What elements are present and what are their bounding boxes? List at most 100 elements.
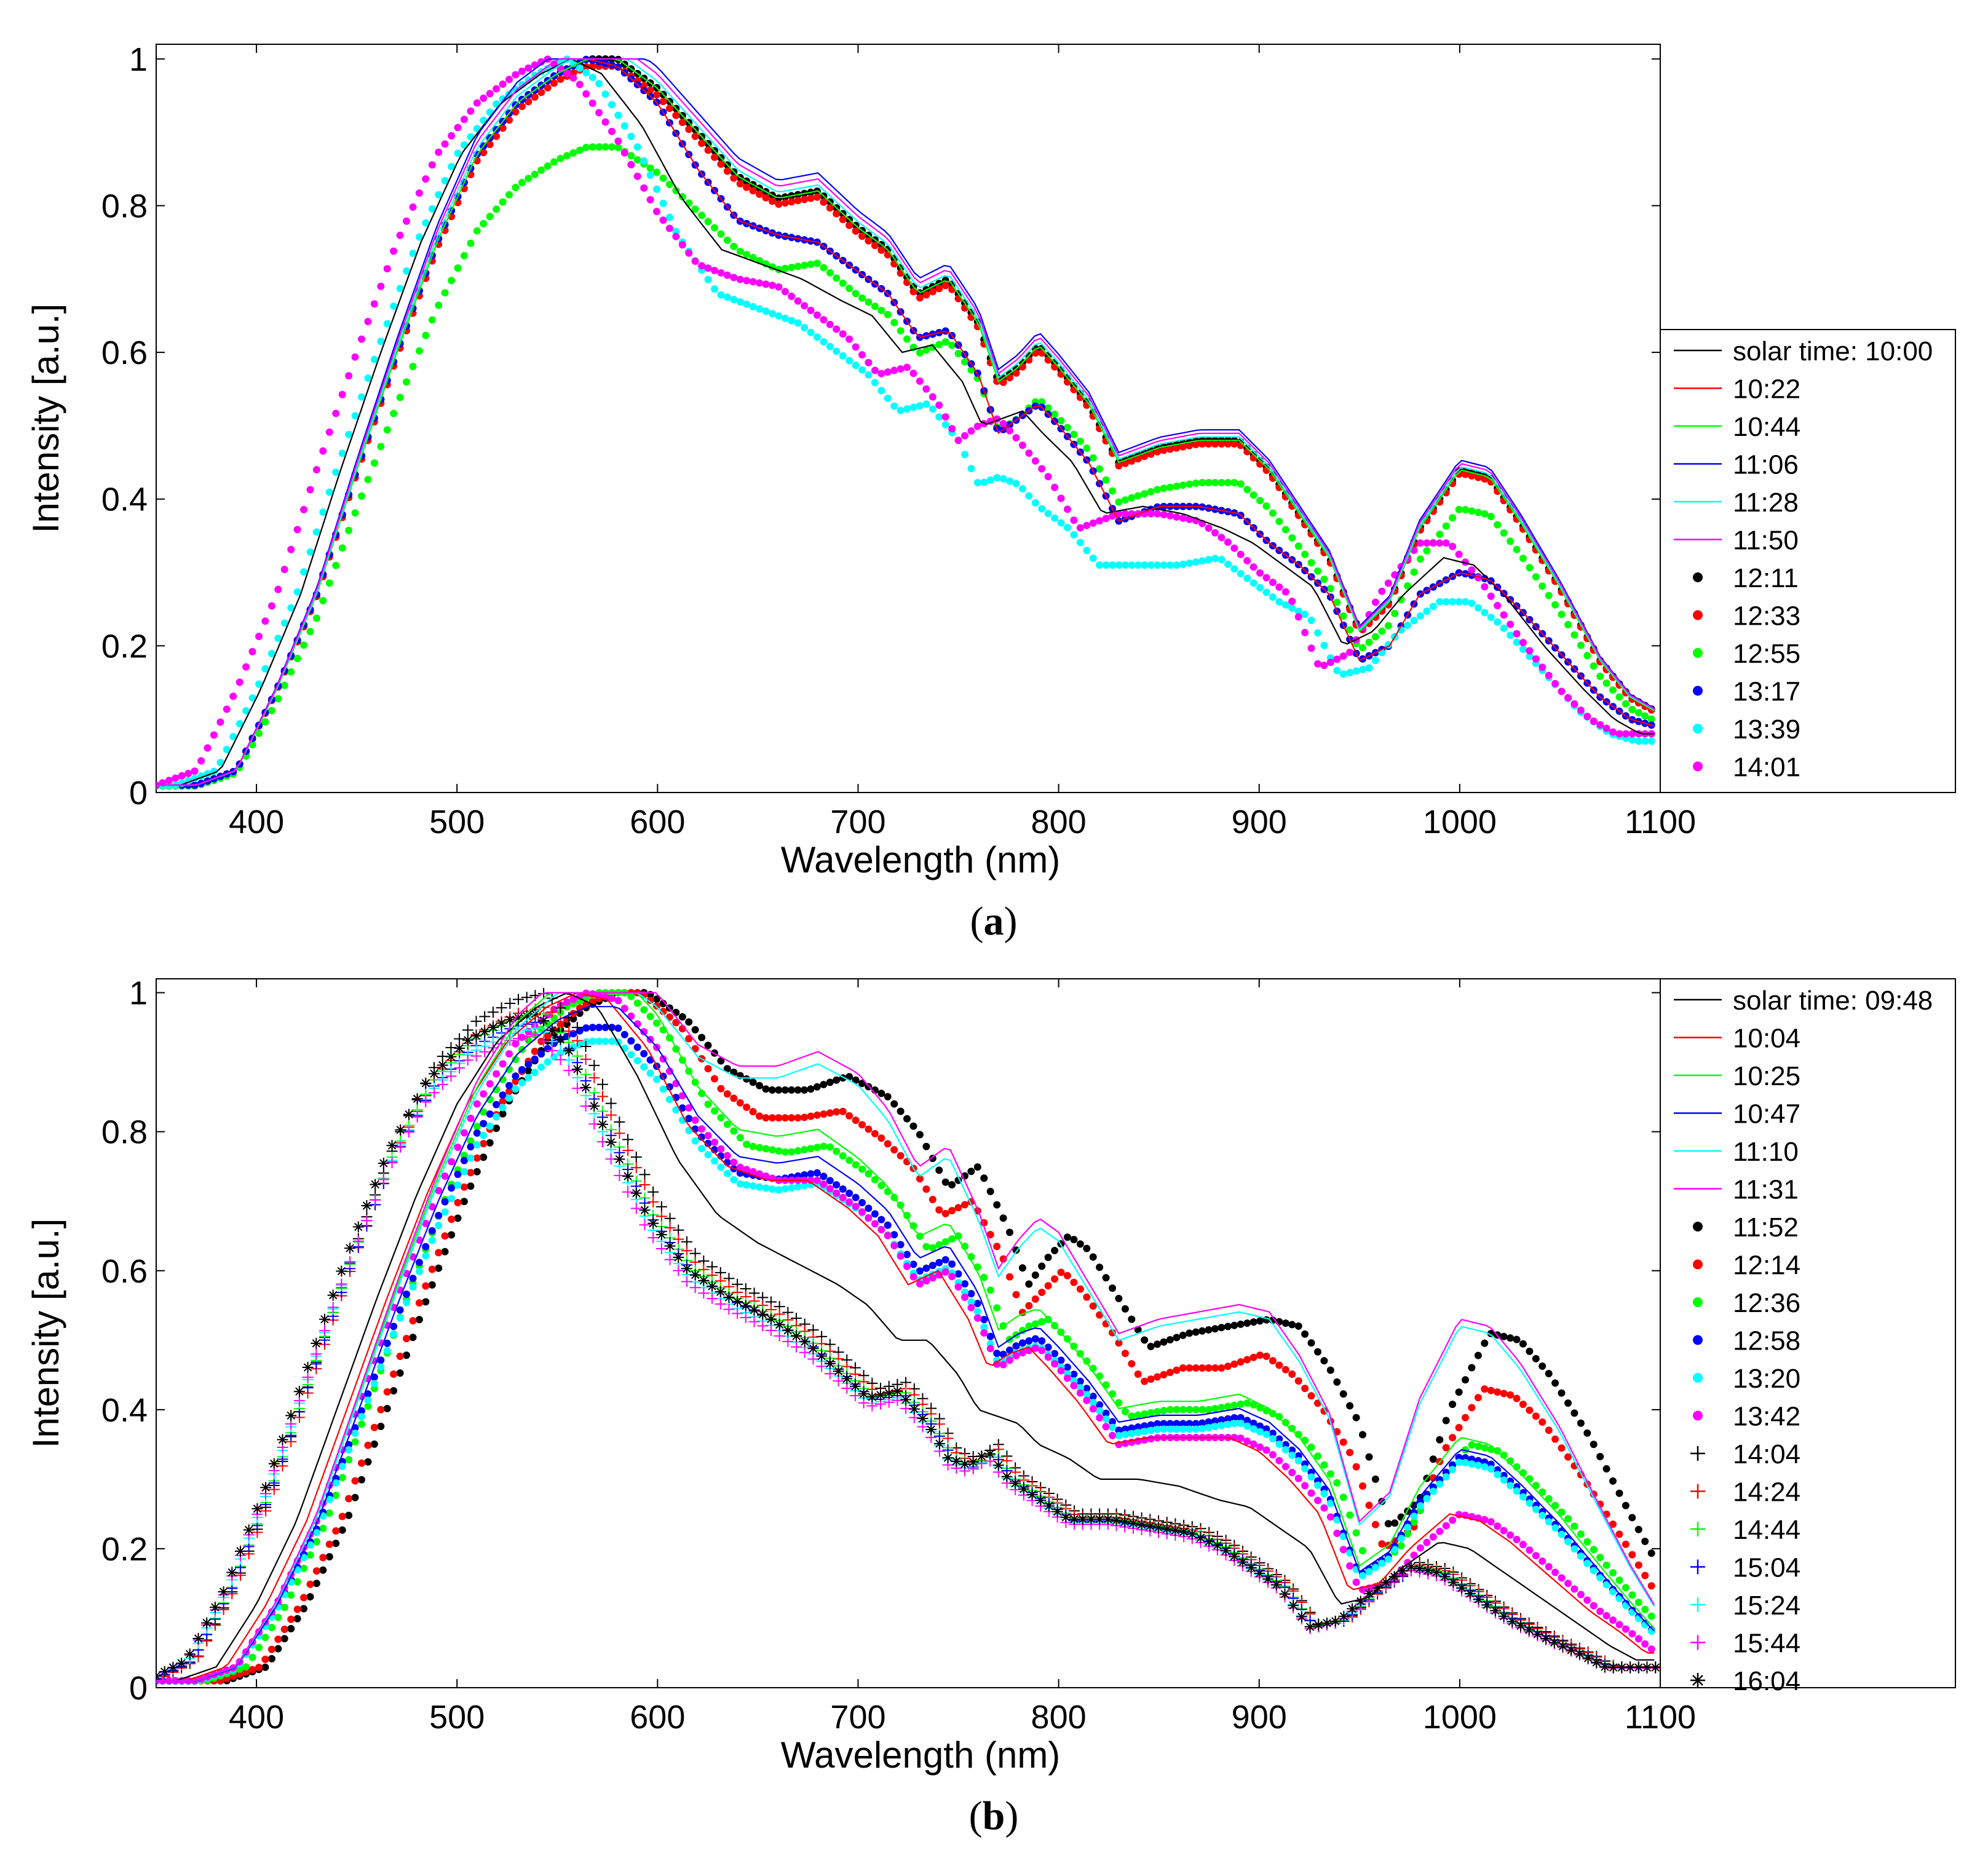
data-point	[378, 1157, 389, 1169]
data-point	[358, 393, 365, 401]
data-point	[948, 1181, 956, 1188]
data-point	[280, 619, 288, 627]
data-point	[505, 1088, 513, 1096]
data-point	[707, 1293, 718, 1305]
data-point	[858, 1208, 866, 1216]
data-point	[1539, 1488, 1546, 1496]
data-point	[1192, 441, 1200, 448]
data-point	[1570, 700, 1578, 708]
data-point	[1269, 1435, 1277, 1443]
data-point	[1218, 1416, 1226, 1424]
data-point	[396, 1314, 404, 1322]
data-point	[1416, 612, 1424, 620]
data-point	[762, 194, 770, 202]
y-tick-label: 0.6	[101, 1253, 148, 1290]
data-point	[1577, 706, 1585, 714]
data-point	[1320, 1490, 1328, 1498]
data-point	[665, 1067, 673, 1075]
data-point	[704, 1042, 712, 1050]
data-point	[1057, 417, 1065, 425]
data-point	[1339, 1493, 1347, 1501]
data-point	[255, 1643, 263, 1651]
data-point	[1031, 457, 1039, 465]
data-point	[1294, 1377, 1302, 1385]
data-point	[765, 1324, 777, 1336]
data-point	[1494, 618, 1502, 626]
data-point	[1363, 1588, 1375, 1600]
data-point	[768, 310, 776, 318]
data-point	[794, 1147, 802, 1155]
data-point	[1551, 1524, 1559, 1532]
data-point	[1591, 1657, 1602, 1669]
data-point	[1154, 1408, 1162, 1416]
data-point	[236, 1665, 244, 1673]
legend-label: 11:52	[1733, 1212, 1799, 1243]
data-point	[428, 316, 436, 324]
data-point	[441, 1247, 449, 1255]
data-point	[1526, 564, 1534, 572]
data-point	[1347, 1603, 1358, 1615]
data-point	[1128, 457, 1136, 465]
data-point	[781, 199, 789, 207]
data-point	[723, 271, 731, 279]
data-point	[493, 132, 501, 140]
data-point	[1622, 1501, 1630, 1509]
data-point	[640, 184, 648, 192]
data-point	[1570, 1409, 1578, 1417]
data-point	[1455, 505, 1463, 513]
data-point	[338, 1474, 346, 1482]
legend-swatch	[1693, 1259, 1703, 1270]
data-point	[1281, 1441, 1289, 1449]
data-point	[1633, 1662, 1644, 1674]
data-point	[1423, 1495, 1431, 1503]
data-point	[890, 318, 898, 326]
data-point	[1468, 1460, 1476, 1468]
data-point	[364, 318, 372, 325]
legend-item: 13:39	[1693, 714, 1800, 745]
data-point	[403, 217, 410, 225]
data-point	[1076, 1350, 1084, 1358]
data-point	[1397, 596, 1405, 604]
data-point	[653, 1019, 660, 1027]
data-point	[749, 1108, 757, 1116]
data-point	[884, 1188, 892, 1196]
data-point	[756, 1183, 763, 1191]
data-point	[415, 1259, 423, 1267]
data-point	[1596, 721, 1604, 729]
data-point	[537, 89, 545, 97]
data-point	[1307, 1392, 1315, 1400]
data-point	[460, 116, 468, 124]
data-point	[1089, 1399, 1097, 1407]
data-point	[874, 1389, 886, 1401]
data-point	[1230, 1321, 1238, 1329]
data-point	[1109, 1418, 1116, 1426]
data-point	[845, 357, 853, 365]
data-point	[1237, 1556, 1248, 1568]
data-point	[378, 1174, 389, 1185]
data-point	[826, 1185, 834, 1193]
data-point	[1326, 1500, 1334, 1508]
data-point	[1481, 609, 1489, 617]
data-point	[807, 1145, 815, 1153]
legend-item: 15:24	[1690, 1591, 1800, 1621]
data-point	[980, 1273, 988, 1281]
data-point	[1051, 1275, 1059, 1283]
data-point	[486, 1080, 494, 1088]
data-point	[1602, 1581, 1610, 1589]
data-point	[467, 1182, 475, 1190]
x-tick-label: 700	[830, 804, 885, 840]
data-point	[370, 1380, 378, 1388]
data-point	[743, 277, 751, 285]
data-point	[312, 614, 320, 622]
data-point	[1128, 1424, 1136, 1432]
data-point	[865, 1204, 873, 1212]
data-point	[813, 1083, 821, 1091]
data-point	[487, 1022, 499, 1033]
data-point	[1012, 480, 1020, 488]
data-point	[730, 1176, 738, 1184]
data-point	[1031, 1335, 1039, 1343]
data-point	[826, 320, 834, 328]
data-point	[1160, 1407, 1168, 1415]
data-point	[897, 406, 905, 414]
data-point	[255, 729, 263, 737]
